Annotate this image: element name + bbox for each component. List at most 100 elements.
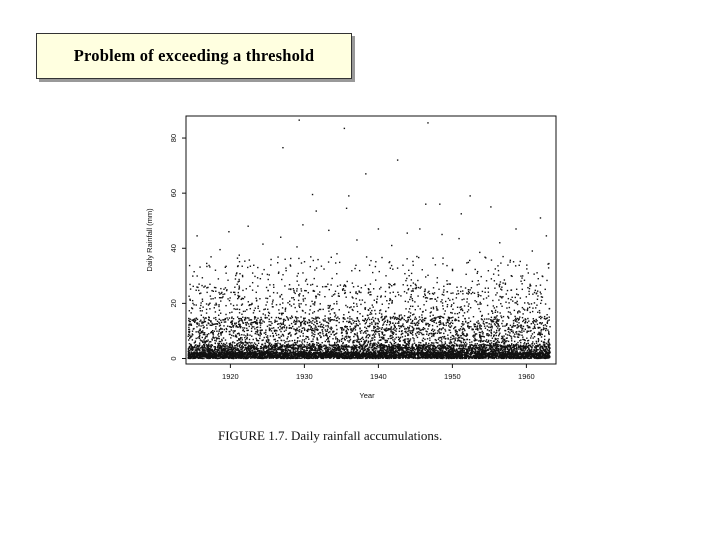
data-point [516,336,519,338]
data-point [292,346,294,349]
data-point [327,348,330,350]
data-point [331,277,333,280]
data-point [371,304,373,306]
data-point [500,347,503,349]
data-point [519,260,521,263]
data-point [324,318,326,320]
data-point [361,299,364,301]
data-point [449,317,451,319]
data-point [452,292,454,294]
data-point [412,350,415,352]
data-point [457,339,459,341]
data-point [344,348,346,350]
data-point [336,273,338,275]
data-point [384,328,387,330]
data-point [274,321,276,323]
data-point [300,290,303,292]
data-point [544,338,546,341]
data-point [290,346,292,349]
data-point [288,288,290,290]
data-point [521,345,523,348]
data-point [300,316,302,318]
data-point [188,264,191,267]
data-point [411,299,414,302]
data-point [471,291,474,294]
data-point [381,326,383,329]
data-point [532,322,535,324]
data-point [539,284,542,286]
data-point [516,317,519,320]
data-point [300,344,302,346]
data-point [246,317,249,319]
data-point [458,329,461,332]
data-point [363,349,365,351]
data-point [401,346,403,349]
data-point [311,329,313,331]
data-point [337,295,340,297]
data-point [476,339,478,341]
data-point [344,344,346,346]
data-point [312,317,315,320]
data-point [334,344,336,346]
data-point [546,342,548,345]
data-point [206,333,209,336]
data-point [220,332,223,334]
data-point [365,340,367,342]
data-point [495,325,498,328]
data-point [336,328,338,331]
data-point [234,322,236,325]
data-point [378,346,380,349]
data-point [359,347,361,349]
data-point [302,272,304,274]
data-point [195,347,197,349]
data-point [483,336,485,338]
data-point [299,293,301,295]
data-point [391,300,393,302]
data-point [296,345,299,347]
data-point [476,343,478,345]
data-point [334,262,337,264]
data-point [351,318,353,320]
data-point [525,352,527,355]
data-point [463,347,466,350]
data-point [273,344,275,347]
data-point [190,324,193,326]
data-point [439,332,441,334]
data-point [404,327,406,330]
data-point [431,349,433,351]
data-point [364,330,367,332]
data-point [285,351,287,353]
data-point [329,316,332,319]
data-point [319,303,321,305]
data-point [420,286,422,288]
data-point [463,328,466,330]
data-point [214,316,217,319]
data-point [208,319,210,322]
data-point [520,326,522,329]
data-point [322,333,324,335]
data-point [297,299,300,302]
data-point [499,327,501,330]
data-point [248,319,250,321]
data-point [222,351,224,353]
data-point [279,345,281,348]
data-point [536,319,538,322]
data-point [225,289,228,292]
data-point [344,284,347,287]
data-point [539,345,542,347]
data-point [272,351,274,353]
data-point [361,329,363,332]
data-point [274,348,277,351]
data-point [395,336,397,339]
data-point [530,323,532,325]
data-point [517,334,520,336]
data-point [303,329,306,331]
data-point [517,311,519,313]
data-point [228,231,230,233]
data-point [529,345,532,347]
data-point [282,146,284,149]
data-point [312,355,315,358]
data-point [279,342,281,345]
data-point [504,347,506,349]
data-point [342,285,345,287]
